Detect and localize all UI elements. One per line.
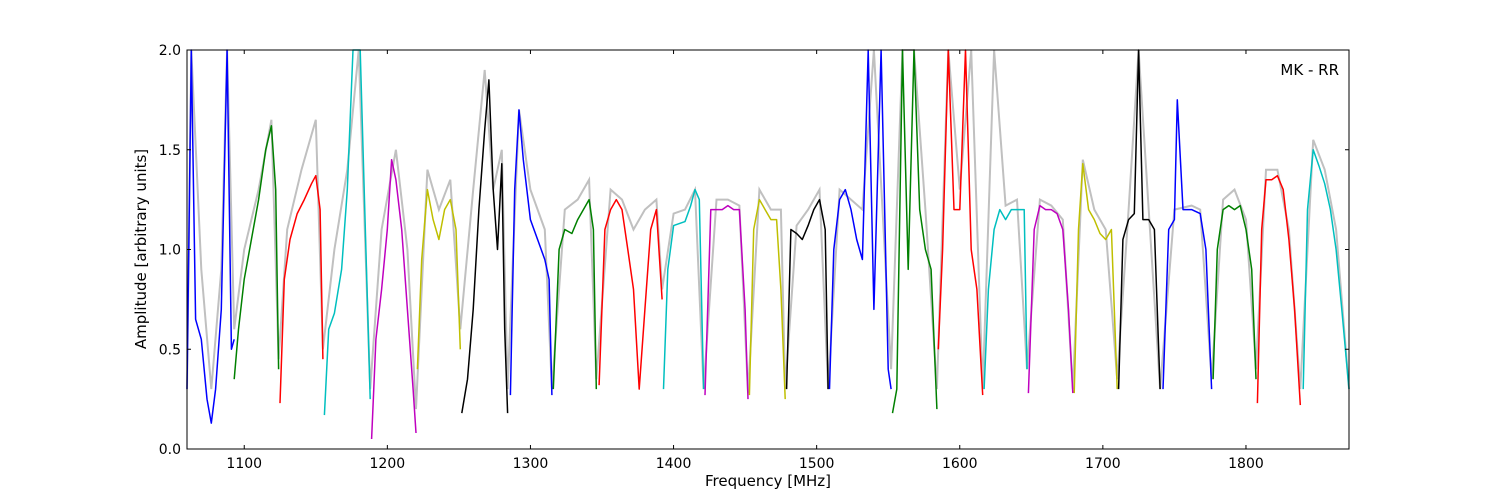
x-tick-label: 1100 xyxy=(226,456,262,472)
subband-line-9 xyxy=(552,198,598,390)
subband-line-11 xyxy=(662,188,705,390)
chart-annotation: MK - RR xyxy=(1280,61,1339,79)
x-tick-label: 1500 xyxy=(799,456,835,472)
subband-line-1 xyxy=(186,49,235,424)
subband-line-15 xyxy=(828,49,892,390)
x-tick-label: 1700 xyxy=(1085,456,1121,472)
subband-line-12 xyxy=(704,204,749,400)
subband-line-20 xyxy=(1073,162,1118,394)
y-tick-label: 1.5 xyxy=(159,143,181,159)
subband-line-10 xyxy=(598,198,663,390)
subband-line-4 xyxy=(323,49,371,416)
subband-line-8 xyxy=(509,109,553,396)
subband-line-18 xyxy=(983,208,1028,390)
x-tick-label: 1200 xyxy=(370,456,406,472)
x-axis-ticks: 1100 1200 1300 1400 1500 1600 1700 1800 xyxy=(226,50,1264,472)
y-tick-label: 2.0 xyxy=(159,43,181,59)
subband-line-21 xyxy=(1117,49,1161,390)
subband-line-13 xyxy=(748,198,786,400)
subband-line-16 xyxy=(891,49,938,414)
subband-line-7 xyxy=(461,79,509,414)
x-tick-label: 1800 xyxy=(1228,456,1264,472)
x-tick-label: 1300 xyxy=(513,456,549,472)
subband-line-25 xyxy=(1302,149,1350,390)
x-tick-label: 1600 xyxy=(942,456,978,472)
subband-series-layer xyxy=(186,49,1350,440)
subband-line-6 xyxy=(416,188,462,370)
subband-line-2 xyxy=(233,125,280,380)
x-tick-label: 1400 xyxy=(656,456,692,472)
subband-line-5 xyxy=(370,158,417,440)
y-tick-label: 1.0 xyxy=(159,243,181,259)
subband-line-3 xyxy=(279,174,324,404)
y-axis-label: Amplitude [arbitrary units] xyxy=(132,149,150,349)
subband-line-22 xyxy=(1162,99,1213,390)
subband-line-23 xyxy=(1212,204,1257,380)
x-axis-label: Frequency [MHz] xyxy=(705,472,831,490)
y-tick-label: 0.5 xyxy=(159,342,181,358)
subband-line-17 xyxy=(937,49,984,396)
subband-line-19 xyxy=(1027,204,1074,394)
y-axis-ticks: 0.0 0.5 1.0 1.5 2.0 xyxy=(159,43,1349,458)
subband-line-24 xyxy=(1256,174,1302,406)
y-tick-label: 0.0 xyxy=(159,442,181,458)
subband-line-14 xyxy=(785,198,829,390)
